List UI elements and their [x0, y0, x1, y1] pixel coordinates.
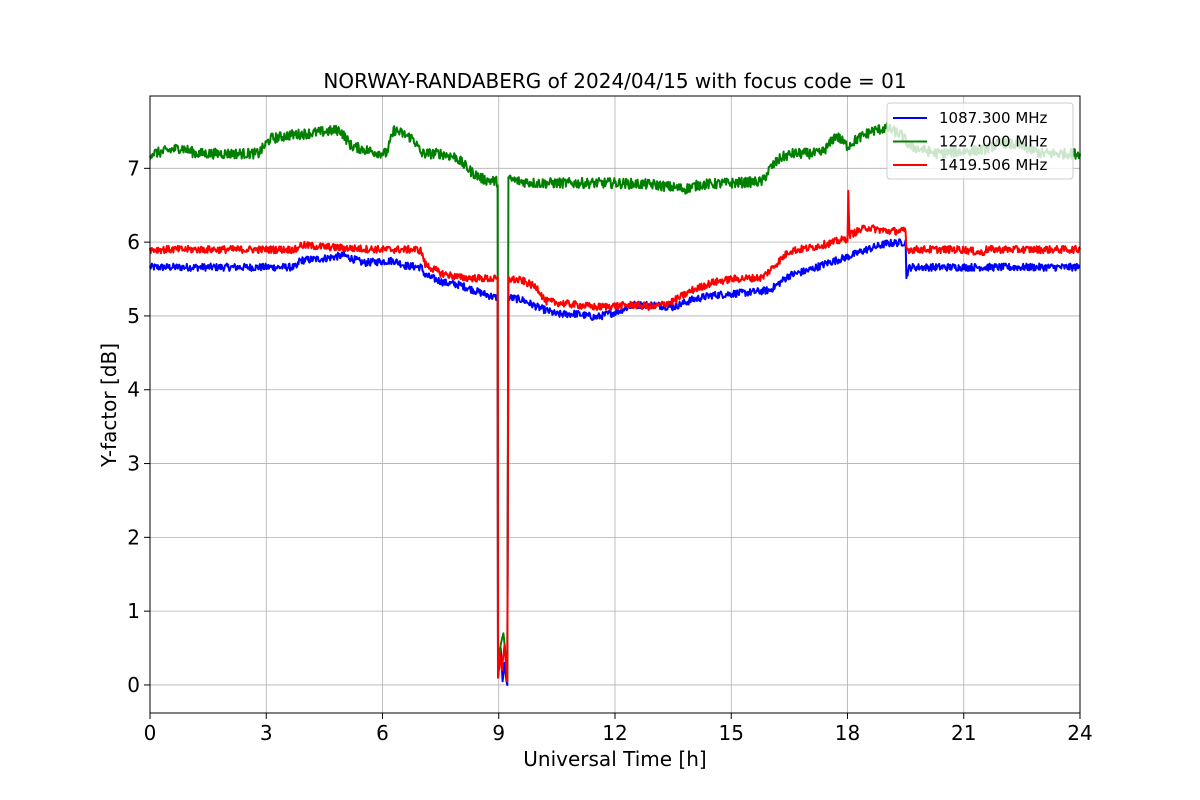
x-tick-label: 21: [951, 721, 976, 745]
x-tick-label: 12: [602, 721, 627, 745]
legend-label-2: 1419.506 MHz: [939, 156, 1048, 174]
x-tick-label: 15: [719, 721, 744, 745]
y-tick-label: 1: [127, 599, 140, 623]
x-axis-title: Universal Time [h]: [523, 747, 706, 771]
x-tick-label: 6: [376, 721, 389, 745]
y-tick-label: 2: [127, 525, 140, 549]
legend-label-1: 1227.000 MHz: [939, 133, 1048, 151]
y-tick-label: 4: [127, 378, 140, 402]
y-tick-label: 7: [127, 156, 140, 180]
chart-title: NORWAY-RANDABERG of 2024/04/15 with focu…: [323, 69, 906, 93]
x-tick-label: 0: [144, 721, 157, 745]
y-tick-label: 6: [127, 230, 140, 254]
y-tick-label: 3: [127, 452, 140, 476]
x-tick-label: 18: [835, 721, 860, 745]
series-line-2: [149, 189, 1081, 683]
x-tick-label: 9: [492, 721, 505, 745]
legend-box: [886, 102, 1074, 180]
series-line-0: [149, 238, 1081, 686]
y-tick-label: 0: [127, 673, 140, 697]
legend-label-0: 1087.300 MHz: [939, 109, 1048, 127]
x-tick-label: 24: [1067, 721, 1092, 745]
legend: 1087.300 MHz 1227.000 MHz 1419.506 MHz: [886, 102, 1074, 180]
x-tick-label: 3: [260, 721, 273, 745]
y-tick-label: 5: [127, 304, 140, 328]
y-axis-title: Y-factor [dB]: [97, 343, 121, 468]
